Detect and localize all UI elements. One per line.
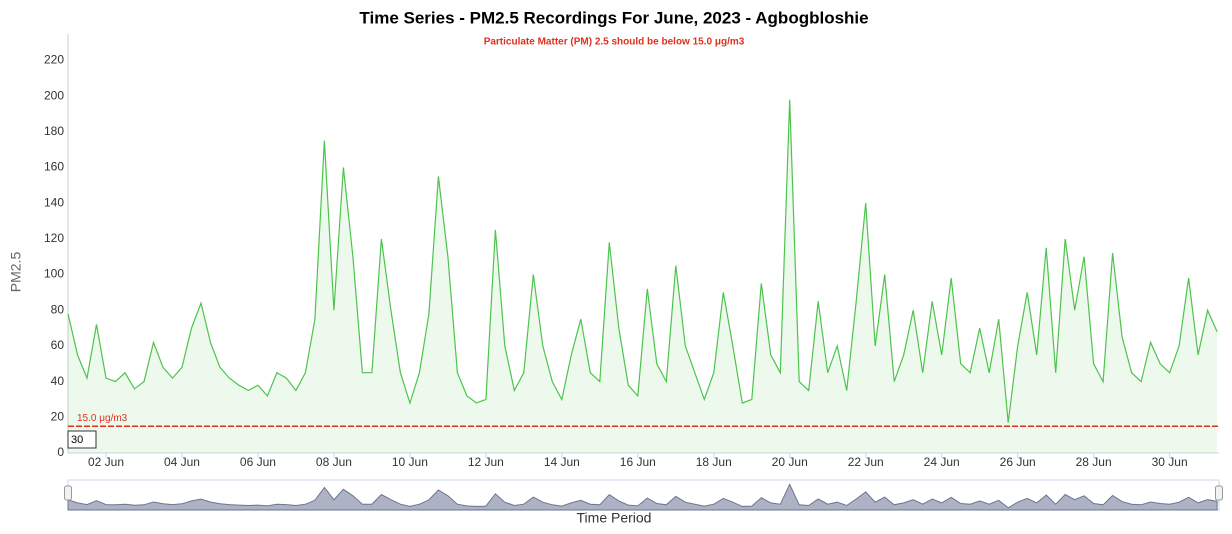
chart-subtitle: Particulate Matter (PM) 2.5 should be be… [484, 37, 745, 48]
x-tick-label: 22 Jun [848, 455, 884, 469]
x-tick-label: 26 Jun [1000, 455, 1036, 469]
x-axis-title: Time Period [577, 510, 652, 526]
navigator-handle[interactable] [64, 485, 72, 501]
y-tick-label: 0 [57, 445, 64, 459]
threshold-label: 15.0 μg/m3 [77, 413, 128, 424]
x-tick-label: 16 Jun [620, 455, 656, 469]
x-tick-label: 12 Jun [468, 455, 504, 469]
x-tick-label: 18 Jun [696, 455, 732, 469]
x-tick-label: 02 Jun [88, 455, 124, 469]
x-tick-label: 30 Jun [1152, 455, 1188, 469]
y-tick-label: 40 [51, 374, 65, 388]
line [67, 99, 1218, 423]
y-tick-label: 100 [44, 267, 64, 281]
x-tick-label: 10 Jun [392, 455, 428, 469]
x-tick-label: 24 Jun [924, 455, 960, 469]
x-tick-label: 06 Jun [240, 455, 276, 469]
y-tick-label: 140 [44, 195, 64, 209]
y-tick-label: 220 [44, 53, 64, 67]
y-tick-label: 80 [51, 302, 65, 316]
y-tick-label: 160 [44, 160, 64, 174]
chart-title: Time Series - PM2.5 Recordings For June,… [359, 8, 868, 27]
navigator-area [67, 483, 1218, 511]
range-input[interactable]: 30 [71, 434, 83, 446]
y-tick-label: 180 [44, 124, 64, 138]
y-axis-title: PM2.5 [8, 252, 24, 293]
x-tick-label: 04 Jun [164, 455, 200, 469]
y-tick-label: 200 [44, 88, 64, 102]
x-tick-label: 28 Jun [1076, 455, 1112, 469]
y-tick-label: 120 [44, 231, 64, 245]
y-tick-label: 60 [51, 338, 65, 352]
y-tick-label: 20 [51, 409, 65, 423]
x-tick-label: 20 Jun [772, 455, 808, 469]
x-tick-label: 14 Jun [544, 455, 580, 469]
range-input-box[interactable] [67, 430, 97, 449]
area [68, 99, 1218, 453]
x-tick-label: 08 Jun [316, 455, 352, 469]
navigator-handle[interactable] [1215, 485, 1223, 501]
